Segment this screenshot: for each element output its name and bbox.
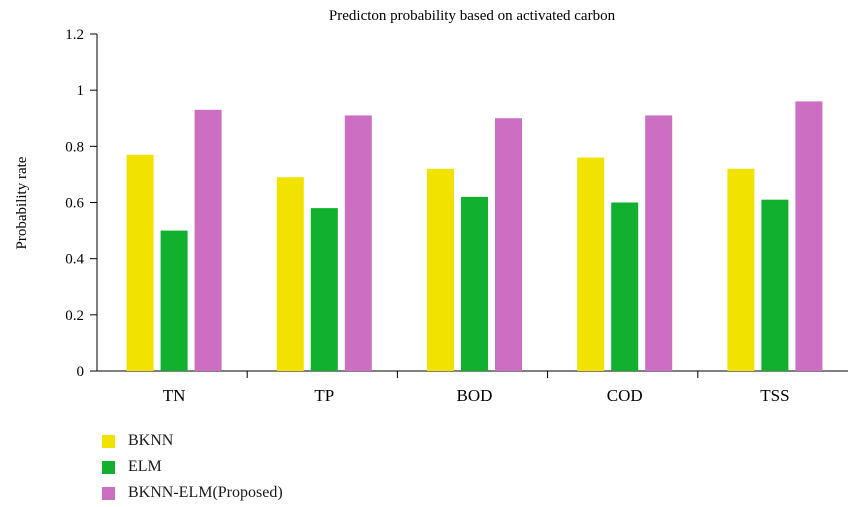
chart-title: Predicton probability based on activated…: [329, 8, 616, 24]
bar-bknn-elm-proposed-tn: [194, 109, 222, 371]
legend-swatch: [102, 460, 115, 474]
x-tick-label: BOD: [457, 386, 493, 405]
y-tick-label: 1.2: [65, 27, 84, 43]
y-axis: 0 0.2 0.4 0.6 0.8 1 1.2: [65, 27, 98, 380]
bar-elm-cod: [611, 202, 639, 371]
bars: [126, 101, 823, 372]
bar-bknn-elm-proposed-tss: [795, 101, 823, 372]
bar-bknn-tss: [727, 168, 755, 371]
bar-bknn-elm-proposed-cod: [645, 115, 673, 371]
legend-item: BKNN-ELM(Proposed): [102, 480, 283, 506]
bar-bknn-elm-proposed-tp: [344, 115, 372, 371]
legend-label: BKNN: [128, 432, 174, 449]
y-tick-label: 0.6: [65, 196, 84, 212]
bar-bknn-bod: [427, 168, 454, 371]
x-tick-label: COD: [607, 386, 643, 405]
bar-bknn-cod: [577, 157, 605, 371]
legend-swatch: [102, 434, 115, 448]
x-tick-label: TN: [163, 386, 186, 405]
y-axis-label: Probability rate: [14, 156, 30, 249]
bar-elm-tp: [310, 208, 338, 371]
bar-bknn-tp: [276, 177, 304, 371]
x-tick-label: TSS: [760, 386, 789, 405]
legend-label: ELM: [128, 458, 162, 475]
bar-elm-bod: [461, 196, 488, 371]
bar-elm-tn: [160, 230, 188, 371]
bar-bknn-elm-proposed-bod: [495, 118, 522, 371]
legend: BKNN ELM BKNN-ELM(Proposed): [102, 428, 283, 506]
y-tick-label: 0.4: [65, 252, 84, 268]
legend-item: BKNN: [102, 428, 283, 454]
bar-elm-tss: [761, 199, 789, 371]
y-tick-label: 0.8: [65, 139, 84, 155]
y-tick-label: 0: [77, 364, 85, 380]
legend-label: BKNN-ELM(Proposed): [128, 484, 283, 501]
legend-swatch: [102, 486, 115, 500]
x-tick-label: TP: [314, 386, 334, 405]
bar-bknn-tn: [126, 154, 154, 371]
y-tick-label: 0.2: [65, 308, 84, 324]
y-tick-label: 1: [77, 83, 85, 99]
x-axis: TN TP BOD COD TSS: [97, 370, 848, 405]
legend-item: ELM: [102, 454, 283, 480]
